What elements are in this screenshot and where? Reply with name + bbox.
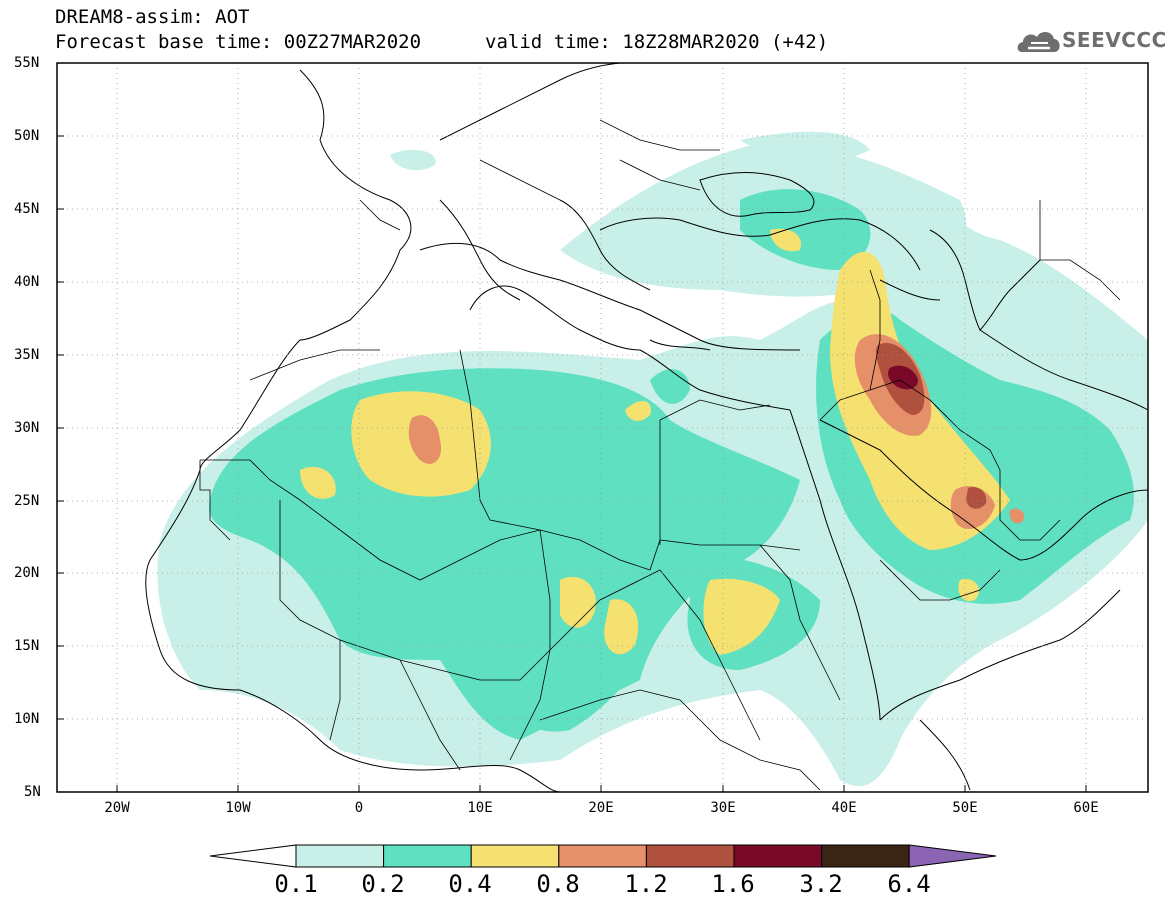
lat-label: 25N: [14, 493, 40, 509]
legend-swatch: [733, 844, 823, 868]
legend-label: 3.2: [799, 870, 843, 898]
map-title: DREAM8-assim: AOT: [55, 6, 250, 28]
legend-swatch: [558, 844, 647, 868]
lat-label: 20N: [14, 565, 40, 581]
lat-label: 55N: [14, 55, 40, 71]
valid-time: valid time: 18Z28MAR2020 (+42): [485, 31, 829, 53]
aot-level-1.6: [888, 365, 918, 390]
legend-swatch: [645, 844, 735, 868]
lat-label: 15N: [14, 638, 40, 654]
cloud-icon: [1017, 31, 1060, 52]
lat-label: 50N: [14, 128, 40, 144]
legend-label: 1.2: [624, 870, 668, 898]
lon-label: 20E: [588, 800, 614, 816]
legend-swatch: [470, 844, 560, 868]
lat-label: 30N: [14, 420, 40, 436]
legend-label: 0.1: [274, 870, 318, 898]
axis-ticks: [57, 62, 1087, 792]
lon-label: 40E: [831, 800, 857, 816]
lon-label: 10W: [225, 800, 251, 816]
lat-label: 45N: [14, 201, 40, 217]
legend-label: 0.4: [448, 870, 492, 898]
legend-upper-triangle: [908, 844, 997, 868]
lon-label: 50E: [952, 800, 978, 816]
lon-label: 0: [354, 800, 364, 816]
country-borders: [199, 119, 1121, 791]
logo-text: SEEVCCC: [1062, 28, 1165, 52]
legend-swatch: [383, 844, 472, 868]
lat-label: 40N: [14, 274, 40, 290]
legend-lower-triangle: [209, 844, 297, 868]
lon-label: 20W: [104, 800, 130, 816]
forecast-base-time: Forecast base time: 00Z27MAR2020: [55, 31, 422, 53]
legend-label: 0.2: [361, 870, 405, 898]
legend-swatch: [295, 844, 385, 868]
lon-label: 30E: [710, 800, 736, 816]
legend-label: 0.8: [536, 870, 580, 898]
legend-label: 6.4: [887, 870, 931, 898]
lon-label: 60E: [1073, 800, 1099, 816]
lat-label: 5N: [24, 784, 41, 800]
lat-label: 10N: [14, 711, 40, 727]
graticule: [57, 63, 1148, 792]
coastlines: [145, 63, 1148, 792]
legend-label: 1.6: [711, 870, 755, 898]
legend-swatch: [821, 844, 910, 868]
lon-label: 10E: [467, 800, 493, 816]
lat-label: 35N: [14, 347, 40, 363]
